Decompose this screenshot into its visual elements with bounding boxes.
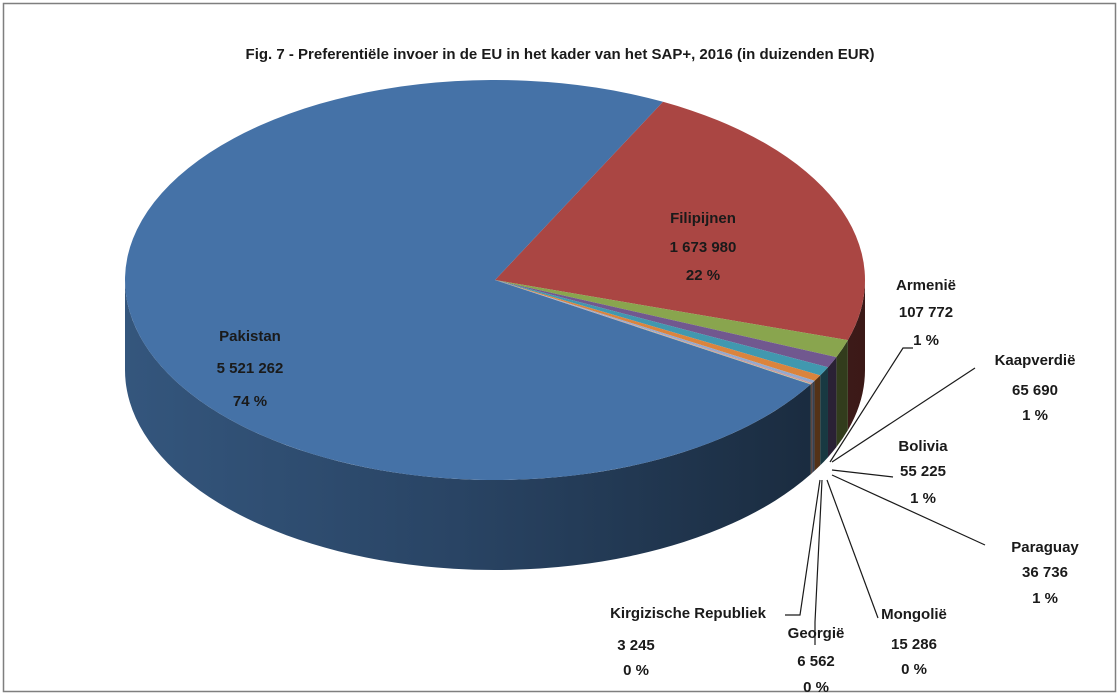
value-label: 65 690 — [1012, 382, 1058, 399]
slice-label: Paraguay — [1011, 539, 1079, 556]
pie-side — [811, 383, 813, 474]
percent-label: 74 % — [233, 393, 267, 410]
pie-slice — [495, 280, 812, 385]
pie-side — [836, 340, 848, 448]
pie-slice — [495, 101, 865, 341]
slice-label: Armenië — [896, 277, 956, 294]
pie-slice — [495, 280, 815, 384]
percent-label: 0 % — [623, 662, 649, 679]
leader-line — [831, 469, 894, 478]
leader-line — [829, 347, 913, 463]
pie-side — [125, 280, 811, 571]
percent-label: 1 % — [1032, 590, 1058, 607]
pie-slice — [495, 280, 837, 368]
percent-label: 1 % — [1022, 407, 1048, 424]
slice-label: Mongolië — [881, 606, 947, 623]
value-label: 55 225 — [900, 463, 946, 480]
slice-label: Kirgizische Republiek — [610, 605, 767, 622]
pie-side — [812, 380, 815, 474]
value-label: 5 521 262 — [217, 360, 284, 377]
percent-label: 1 % — [913, 332, 939, 349]
slice-label: Pakistan — [219, 328, 281, 345]
pie-side — [847, 280, 866, 431]
slice-label: Kaapverdië — [995, 352, 1076, 369]
leader-line — [814, 479, 823, 645]
percent-label: 1 % — [910, 490, 936, 507]
value-label: 1 673 980 — [670, 239, 737, 256]
pie-slice — [125, 79, 811, 480]
pie-side — [827, 357, 837, 458]
leader-line — [785, 479, 821, 616]
percent-label: 0 % — [901, 661, 927, 678]
pie-slice — [495, 280, 813, 384]
pie-side — [810, 383, 812, 475]
value-label: 15 286 — [891, 636, 937, 653]
percent-label: 22 % — [686, 267, 720, 284]
chart-title: Fig. 7 - Preferentiële invoer in de EU i… — [246, 46, 875, 63]
leader-line — [831, 367, 976, 463]
slice-label: Bolivia — [898, 438, 948, 455]
pie-side — [814, 375, 821, 471]
leader-line — [826, 479, 879, 619]
percent-label: 0 % — [803, 679, 829, 696]
pie-side — [820, 367, 828, 466]
pie-slice — [495, 280, 848, 358]
leader-line — [831, 474, 986, 546]
slice-label: Filipijnen — [670, 210, 736, 227]
value-label: 6 562 — [797, 653, 835, 670]
pie-slice — [495, 280, 828, 376]
value-label: 36 736 — [1022, 564, 1068, 581]
slice-label: Georgië — [788, 625, 845, 642]
value-label: 3 245 — [617, 637, 655, 654]
value-label: 107 772 — [899, 304, 953, 321]
pie-slice — [495, 280, 821, 381]
